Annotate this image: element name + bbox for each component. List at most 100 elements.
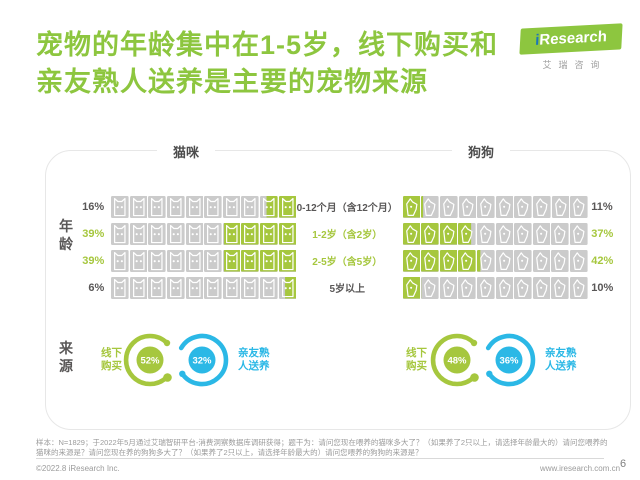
donut-dot [179,370,186,377]
logo-subtitle: 艾瑞咨询 [542,60,607,70]
dog-friends-value: 36% [499,356,519,367]
cat-section-header: 猫咪 [156,142,216,161]
dog-offline-donut: 48% [430,333,479,387]
dog-icon [514,249,532,272]
dog-offline-label: 线下 购买 [406,347,427,372]
dog-icon [439,222,458,245]
age-category-label: 0-12个月（含12个月） [296,203,398,214]
cat-icon [241,249,259,272]
dog-icon [458,222,472,245]
logo-banner: iResearch [519,23,623,55]
dog-icon [495,222,514,245]
cat-icon [167,276,185,299]
cat-icon [241,222,259,245]
dog-icon [477,276,495,299]
dog-age-percent: 10% [591,281,614,294]
dog-icon [458,276,477,299]
cat-icon [278,222,297,245]
dog-icon [551,195,570,218]
cat-icon [111,222,129,245]
source-row-label: 来源 [59,340,73,374]
cat-icon [129,222,148,245]
cat-icon [185,195,204,218]
donut-dot [163,339,171,347]
cat-age-percent: 16% [82,200,105,213]
donut-dot [470,373,479,382]
dog-icon [402,222,421,245]
age-rows: 16% 0-12个月（含12个月） 11% 39% 1-2岁（含2岁） 37% 39% 2-5… [46,195,630,303]
cat-icon [148,195,166,218]
cat-age-bar [111,195,297,218]
cat-icon [241,276,259,299]
dog-icon [477,249,495,272]
dog-icon [551,276,570,299]
dog-icon [458,195,477,218]
dog-offline-value: 48% [447,356,467,367]
dog-icon [477,195,495,218]
copyright-text: ©2022.8 iResearch Inc. [36,464,120,473]
donut-center [188,346,216,374]
dog-icon [402,249,421,272]
cat-icon [185,222,204,245]
donut-dot [486,370,493,377]
cat-icon [167,249,185,272]
donut-center [495,346,523,374]
cat-icon [222,195,241,218]
dog-icon [532,195,551,218]
sample-footnote: 样本：N=1829；于2022年5月通过艾瑞智研平台-消费洞察数据库调研获得；题… [36,438,608,457]
dog-icon [421,222,439,245]
dog-icon [570,249,588,272]
cat-icon [166,195,185,218]
cat-icon [148,222,167,245]
dog-icon [570,222,588,245]
cat-age-percent: 6% [88,281,105,294]
cat-icon [111,276,129,299]
cat-icon [129,249,148,272]
dog-age-bar [402,249,588,272]
dog-icon [421,195,424,218]
dog-age-bar [402,222,588,245]
cat-friends-value: 32% [192,356,212,367]
cat-icon [266,195,278,218]
cat-icon [148,276,167,299]
cat-friends-donut: 32% [178,333,229,387]
dog-icon [458,249,477,272]
dog-icon [551,249,570,272]
dog-icon [477,249,481,272]
iresearch-logo: iResearch 艾瑞咨询 [519,23,623,71]
cat-icon [185,276,204,299]
dog-icon [495,195,514,218]
cat-icon [278,195,297,218]
cat-icon [111,195,129,218]
cat-icon [129,195,148,218]
cat-icon [224,222,241,245]
dog-icon [421,276,439,299]
dog-icon [402,276,421,299]
cat-icon [285,276,297,299]
dog-age-percent: 37% [591,227,614,240]
title-line-1: 宠物的年龄集中在1-5岁，线下购买和 [36,30,499,60]
dog-age-percent: 42% [591,254,614,267]
cat-icon [129,276,148,299]
chart-card: 猫咪 狗狗 年龄 来源 16% 0-12个月（含12个月） 11% 39% 1-2岁（含… [45,142,631,430]
dog-icon [514,195,532,218]
cat-icon [167,222,185,245]
donut-center [136,346,164,374]
cat-icon [224,249,241,272]
cat-icon [259,222,278,245]
dog-icon [514,222,532,245]
donut-center [443,346,471,374]
cat-offline-donut: 52% [123,333,172,387]
cat-age-bar [111,276,297,299]
dog-icon [514,276,532,299]
cat-icon [259,276,278,299]
cat-icon [278,249,297,272]
dog-section-header: 狗狗 [451,142,511,161]
cat-icon [111,249,129,272]
dog-icon [532,249,551,272]
dog-age-bar [402,195,588,218]
cat-age-bar [111,222,297,245]
dog-icon [532,222,551,245]
dog-icon [495,276,514,299]
